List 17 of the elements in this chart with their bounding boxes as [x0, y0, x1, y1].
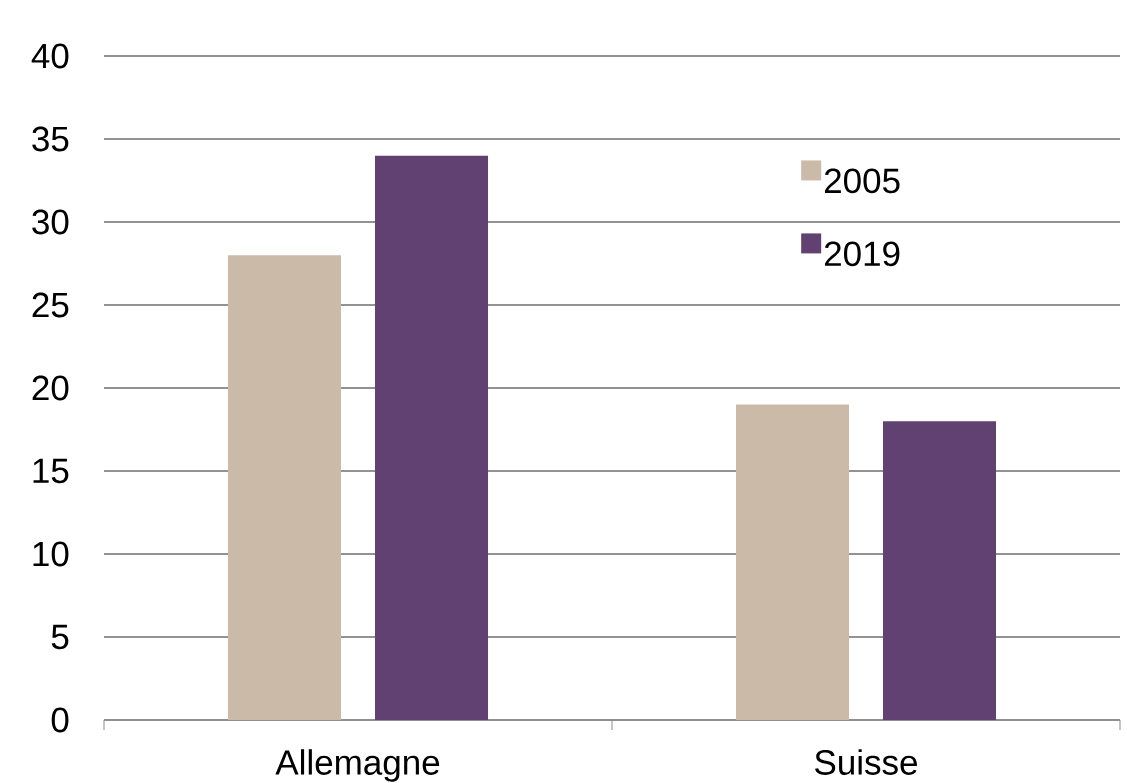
y-tick-label: 35 [32, 126, 69, 152]
y-tick-label: 10 [33, 541, 69, 567]
bar [375, 155, 488, 720]
bar [228, 255, 341, 720]
x-tick-label: Suisse [815, 749, 917, 775]
y-tick-label: 0 [51, 707, 69, 733]
x-tick-label: Allemagne [275, 749, 440, 782]
y-tick-label: 25 [32, 292, 69, 318]
y-tick-label: 40 [31, 43, 69, 69]
bar [883, 421, 996, 720]
y-tick-label: 20 [32, 375, 69, 401]
y-tick-label: 30 [32, 209, 69, 235]
legend-label: 2005 [824, 168, 900, 194]
y-tick-label: 5 [51, 624, 69, 650]
y-tick-label: 15 [33, 458, 69, 484]
bar [736, 404, 849, 720]
legend-label: 2019 [824, 241, 900, 267]
